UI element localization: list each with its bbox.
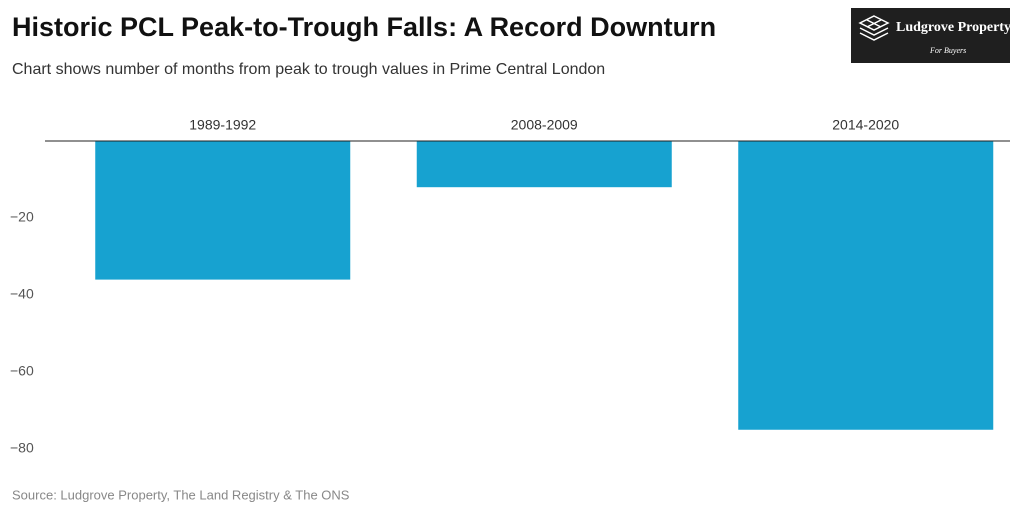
- category-label: 2008-2009: [511, 117, 578, 133]
- category-label: 1989-1992: [189, 117, 256, 133]
- category-label: 2014-2020: [832, 117, 899, 133]
- logo-name: Ludgrove Property: [896, 20, 1011, 35]
- bar: [738, 141, 994, 430]
- y-tick-label: −80: [10, 440, 34, 456]
- logo-tagline: For Buyers: [929, 46, 966, 55]
- y-tick-label: −40: [10, 286, 34, 302]
- source-note: Source: Ludgrove Property, The Land Regi…: [12, 487, 350, 502]
- bar: [95, 141, 351, 280]
- y-tick-label: −20: [10, 209, 34, 225]
- bar: [416, 141, 672, 188]
- chart-subtitle: Chart shows number of months from peak t…: [12, 61, 605, 78]
- y-tick-label: −60: [10, 363, 34, 379]
- logo-icon: [858, 15, 890, 41]
- chart-title: Historic PCL Peak-to-Trough Falls: A Rec…: [12, 12, 716, 42]
- logo: Ludgrove Property For Buyers: [851, 8, 1011, 63]
